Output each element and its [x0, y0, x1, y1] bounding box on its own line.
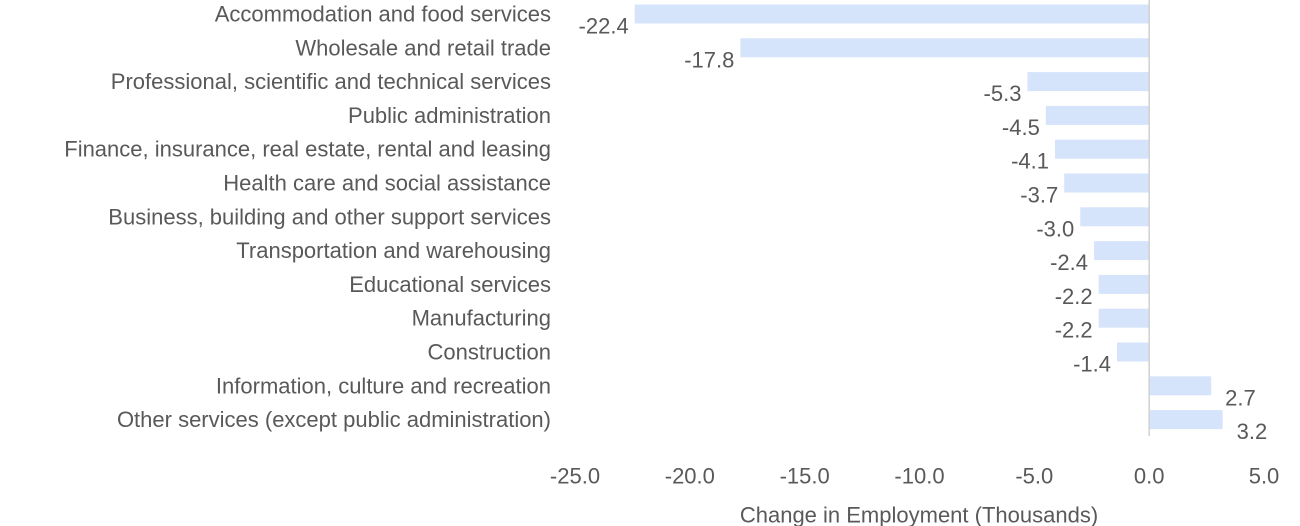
category-label: Finance, insurance, real estate, rental …: [64, 137, 551, 162]
bar-4: [1045, 105, 1150, 125]
category-label: Business, building and other support ser…: [108, 204, 551, 229]
bar-2: [740, 38, 1150, 58]
data-label: -2.4: [1050, 250, 1088, 275]
x-tick-label: -15.0: [780, 464, 830, 489]
bar-3: [1027, 72, 1150, 92]
x-tick-label: 0.0: [1134, 464, 1165, 489]
bar-6: [1064, 173, 1150, 193]
data-label: -17.8: [684, 47, 734, 72]
data-label: -2.2: [1055, 284, 1093, 309]
bar-11: [1117, 342, 1150, 362]
data-label: -2.2: [1055, 318, 1093, 343]
data-label: -5.3: [984, 81, 1022, 106]
bar-7: [1080, 207, 1150, 227]
x-tick-label: 5.0: [1249, 464, 1280, 489]
category-label: Health care and social assistance: [223, 171, 551, 196]
bars-group: [634, 4, 1223, 430]
category-label: Manufacturing: [412, 306, 551, 331]
category-label: Wholesale and retail trade: [295, 35, 551, 60]
category-label: Transportation and warehousing: [236, 238, 551, 263]
data-label: -22.4: [579, 14, 629, 39]
category-label: Accommodation and food services: [215, 2, 551, 27]
category-label: Construction: [427, 340, 551, 365]
data-label: -3.0: [1036, 216, 1074, 241]
bar-10: [1098, 308, 1150, 328]
data-label: -4.1: [1011, 149, 1049, 174]
category-label: Other services (except public administra…: [117, 407, 551, 432]
bar-12: [1149, 376, 1212, 396]
data-labels: -22.4 -17.8 -5.3 -4.5 -4.1 -3.7 -3.0 -2.4 -2.2 -2…: [579, 14, 1268, 445]
x-tick-label: -25.0: [550, 464, 600, 489]
data-label: 2.7: [1225, 385, 1256, 410]
data-label: 3.2: [1237, 419, 1268, 444]
bar-8: [1094, 241, 1150, 261]
x-tick-label: -10.0: [894, 464, 944, 489]
data-label: -1.4: [1073, 352, 1111, 377]
x-tick-label: -5.0: [1015, 464, 1053, 489]
bar-9: [1098, 274, 1150, 294]
x-axis-ticks: -25.0 -20.0 -15.0 -10.0 -5.0 0.0 5.0: [550, 464, 1279, 489]
bar-1: [634, 4, 1150, 24]
category-label: Educational services: [349, 272, 551, 297]
category-label: Professional, scientific and technical s…: [111, 69, 551, 94]
data-label: -3.7: [1020, 183, 1058, 208]
x-axis-title: Change in Employment (Thousands): [740, 503, 1098, 526]
data-label: -4.5: [1002, 115, 1040, 140]
category-label: Public administration: [348, 103, 551, 128]
category-label: Information, culture and recreation: [216, 373, 551, 398]
category-labels: Accommodation and food services Wholesale…: [64, 2, 551, 433]
x-tick-label: -20.0: [665, 464, 715, 489]
bar-5: [1055, 139, 1150, 159]
bar-13: [1149, 410, 1223, 430]
